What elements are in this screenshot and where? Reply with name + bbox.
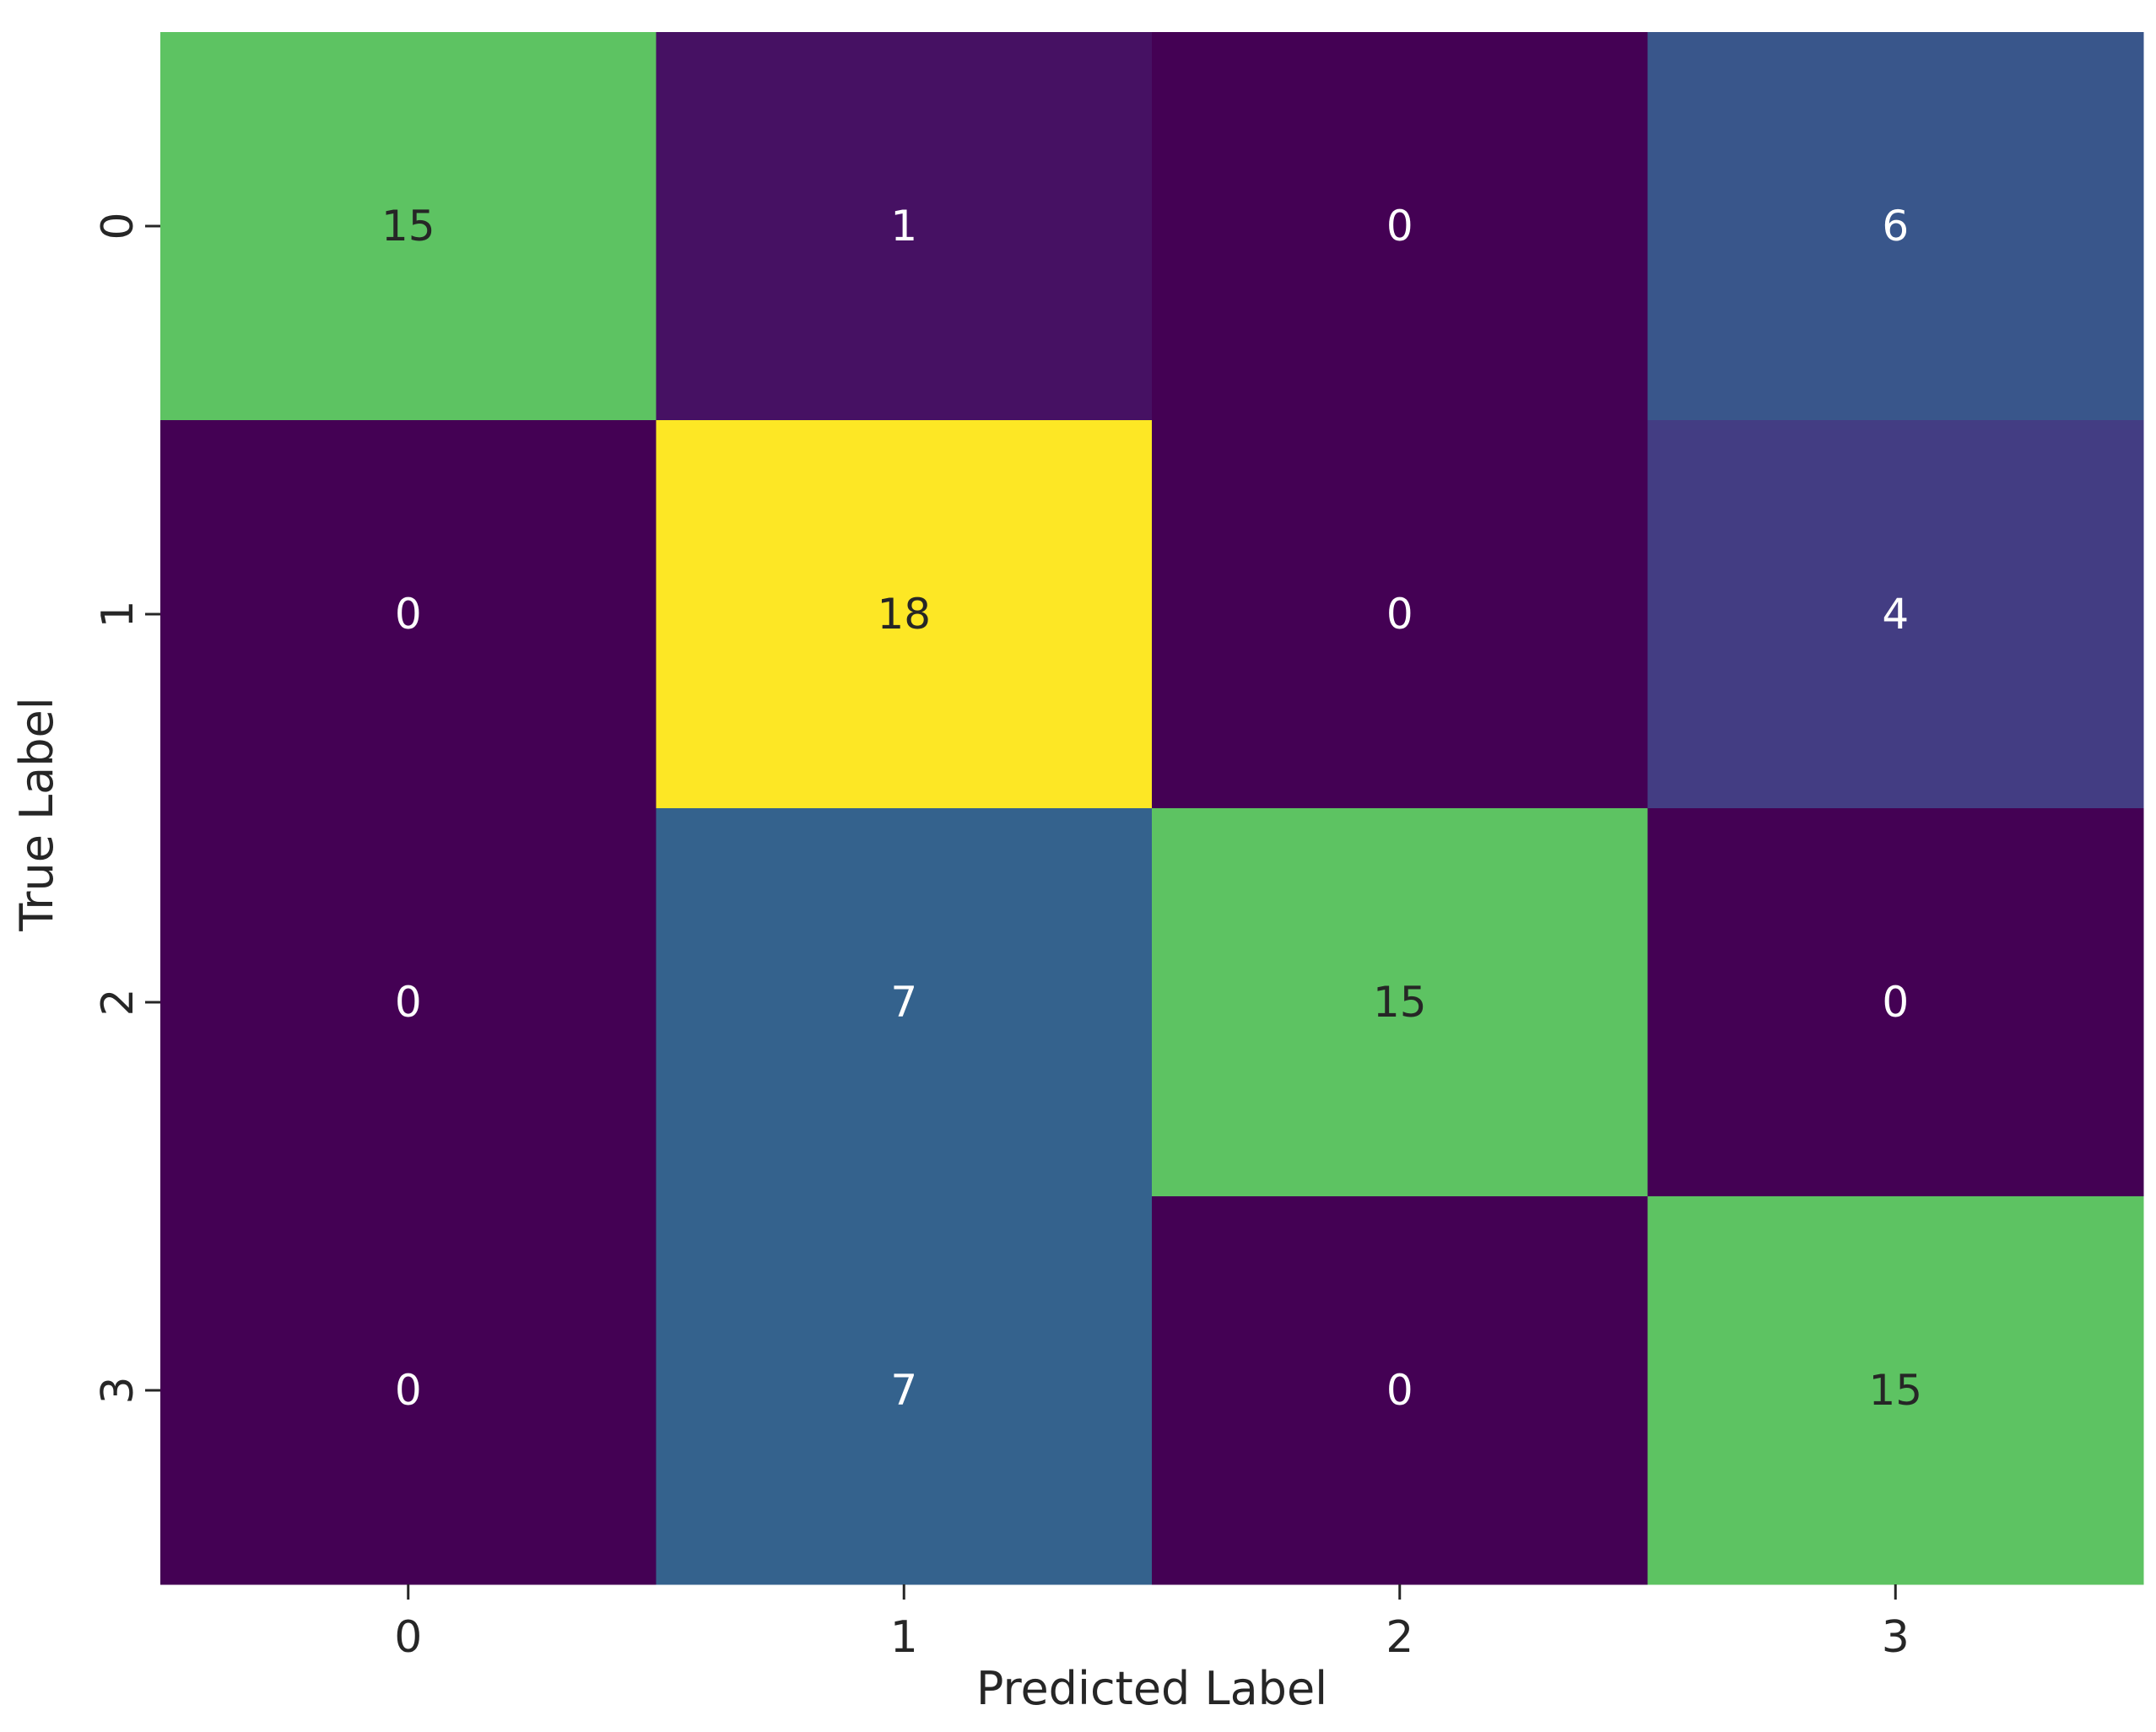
cell-value-r3-c0: 0 [395, 1366, 422, 1415]
y-tick-label-3: 3 [93, 1376, 143, 1404]
cell-value-r1-c0: 0 [395, 590, 422, 639]
x-axis-label: Predicted Label [976, 1662, 1327, 1715]
y-tick-label-0: 0 [93, 212, 143, 240]
heatmap-cells [160, 32, 2144, 1585]
y-tick-label-2: 2 [93, 988, 143, 1016]
heatmap-cell-labels: 15 1 0 6 0 18 0 4 0 7 15 0 0 7 0 15 [381, 202, 1922, 1415]
x-tick-label-2: 2 [1386, 1612, 1413, 1663]
cell-value-r3-c1: 7 [890, 1366, 917, 1415]
cell-value-r2-c3: 0 [1882, 978, 1909, 1027]
cell-value-r0-c3: 6 [1882, 202, 1909, 251]
x-tick-label-3: 3 [1882, 1612, 1910, 1663]
x-tick-label-1: 1 [890, 1612, 918, 1663]
heatmap-cell-r0-c1 [656, 32, 1153, 421]
cell-value-r3-c3: 15 [1868, 1366, 1922, 1415]
heatmap-cell-r1-c0 [160, 420, 657, 809]
heatmap-cell-r1-c2 [1152, 420, 1648, 809]
heatmap-cell-r1-c3 [1647, 420, 2144, 809]
x-tick-label-0: 0 [394, 1612, 422, 1663]
heatmap-cell-r0-c0 [160, 32, 657, 421]
heatmap-cell-r0-c2 [1152, 32, 1648, 421]
cell-value-r0-c2: 0 [1386, 202, 1413, 251]
heatmap-cell-r2-c1 [656, 808, 1153, 1197]
heatmap-cell-r3-c0 [160, 1196, 657, 1585]
heatmap-cell-r3-c2 [1152, 1196, 1648, 1585]
y-axis-ticks: 0 1 2 3 [93, 212, 160, 1405]
cell-value-r2-c1: 7 [890, 978, 917, 1027]
y-axis-label: True Label [10, 697, 63, 932]
heatmap-cell-r2-c2 [1152, 808, 1648, 1197]
cell-value-r1-c3: 4 [1882, 590, 1909, 639]
heatmap-cell-r1-c1 [656, 420, 1153, 809]
heatmap-cell-r2-c3 [1647, 808, 2144, 1197]
cell-value-r2-c2: 15 [1373, 978, 1427, 1027]
heatmap-cell-r3-c3 [1647, 1196, 2144, 1585]
heatmap-cell-r3-c1 [656, 1196, 1153, 1585]
heatmap-cell-r2-c0 [160, 808, 657, 1197]
cell-value-r0-c0: 15 [381, 202, 435, 251]
cell-value-r2-c0: 0 [395, 978, 422, 1027]
cell-value-r1-c2: 0 [1386, 590, 1413, 639]
cell-value-r1-c1: 18 [877, 590, 931, 639]
cell-value-r3-c2: 0 [1386, 1366, 1413, 1415]
cell-value-r0-c1: 1 [890, 202, 917, 251]
heatmap-cell-r0-c3 [1647, 32, 2144, 421]
x-axis-ticks: 0 1 2 3 [394, 1584, 1910, 1663]
y-tick-label-1: 1 [93, 600, 143, 628]
